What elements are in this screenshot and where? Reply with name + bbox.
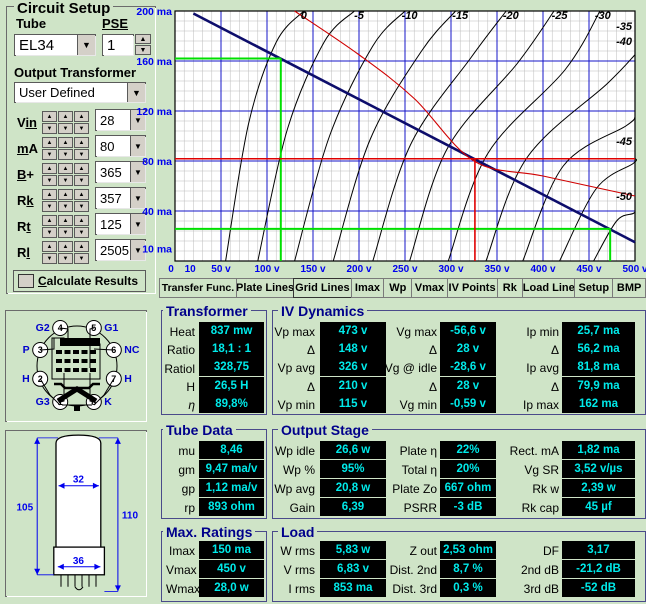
svg-text:-35: -35 [616,21,633,33]
svg-text:32: 32 [73,475,85,486]
svg-text:G3: G3 [36,396,50,408]
svg-text:H: H [22,373,30,385]
svg-text:160 ma: 160 ma [136,56,172,68]
svg-text:110: 110 [122,511,139,522]
svg-text:10 ma: 10 ma [142,244,172,256]
svg-text:-45: -45 [616,136,633,148]
svg-text:10: 10 [185,264,197,275]
svg-text:-40: -40 [616,36,633,48]
svg-text:120 ma: 120 ma [136,106,172,118]
svg-text:350 v: 350 v [484,264,509,275]
svg-text:400 v: 400 v [530,264,555,275]
svg-text:-5: -5 [354,10,365,22]
svg-text:-50: -50 [616,191,633,203]
svg-text:-30: -30 [595,10,612,22]
svg-text:100 v: 100 v [254,264,279,275]
svg-text:150 v: 150 v [300,264,325,275]
svg-text:500 v: 500 v [622,264,646,275]
svg-text:K: K [104,396,112,408]
svg-text:40 ma: 40 ma [142,206,172,218]
svg-text:G2: G2 [36,322,50,334]
svg-text:300 v: 300 v [438,264,463,275]
svg-text:H: H [124,373,132,385]
svg-text:-10: -10 [402,10,419,22]
svg-text:450 v: 450 v [576,264,601,275]
svg-text:200 v: 200 v [346,264,371,275]
svg-text:250 v: 250 v [392,264,417,275]
svg-text:36: 36 [73,556,85,567]
svg-text:NC: NC [124,344,140,356]
svg-text:-25: -25 [552,10,569,22]
svg-text:50 v: 50 v [211,264,231,275]
svg-text:P: P [23,344,30,356]
svg-text:200 ma: 200 ma [136,6,172,18]
svg-text:0: 0 [301,10,308,22]
svg-text:80 ma: 80 ma [142,156,172,168]
svg-text:0: 0 [168,264,174,275]
svg-text:-15: -15 [452,10,469,22]
svg-text:105: 105 [17,502,34,513]
svg-text:-20: -20 [503,10,520,22]
svg-text:G1: G1 [104,322,118,334]
